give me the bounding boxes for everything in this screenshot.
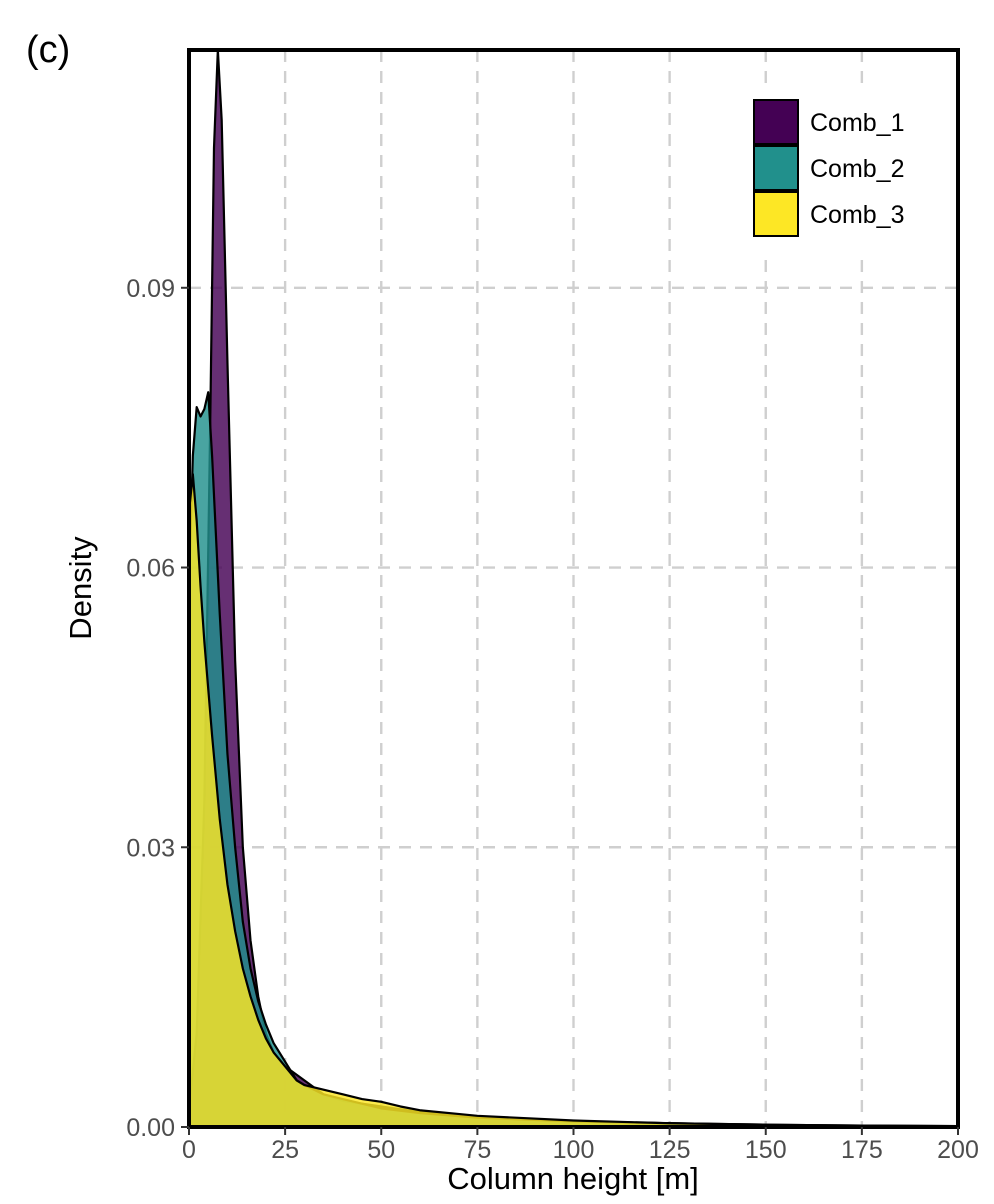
x-tick-label: 175 — [841, 1136, 883, 1164]
x-tick-label: 75 — [463, 1136, 491, 1164]
x-axis-title: Column height [m] — [447, 1161, 699, 1196]
x-tick-label: 100 — [553, 1136, 595, 1164]
legend-label: Comb_1 — [810, 109, 905, 137]
legend: Comb_1 Comb_2 Comb_3 — [740, 92, 940, 254]
x-axis: 0 25 50 75 100 125 150 175 200 — [182, 1127, 979, 1164]
legend-label: Comb_3 — [810, 201, 905, 229]
x-tick-label: 150 — [745, 1136, 787, 1164]
x-tick-label: 200 — [937, 1136, 979, 1164]
x-tick-label: 125 — [649, 1136, 691, 1164]
x-tick-label: 25 — [271, 1136, 299, 1164]
density-area-comb-3 — [187, 473, 960, 1129]
legend-swatch — [753, 99, 799, 145]
y-tick-label: 0.00 — [126, 1114, 175, 1142]
x-tick-label: 50 — [367, 1136, 395, 1164]
legend-label: Comb_2 — [810, 155, 905, 183]
y-axis: 0.00 0.03 0.06 0.09 — [126, 275, 189, 1142]
y-tick-label: 0.09 — [126, 275, 175, 303]
legend-swatch — [753, 145, 799, 191]
x-tick-label: 0 — [182, 1136, 196, 1164]
panel-label: (c) — [26, 29, 70, 71]
y-tick-label: 0.03 — [126, 834, 175, 862]
density-areas — [187, 48, 960, 1129]
legend-swatch — [753, 191, 799, 237]
y-tick-label: 0.06 — [126, 555, 175, 583]
y-axis-title: Density — [63, 536, 98, 640]
